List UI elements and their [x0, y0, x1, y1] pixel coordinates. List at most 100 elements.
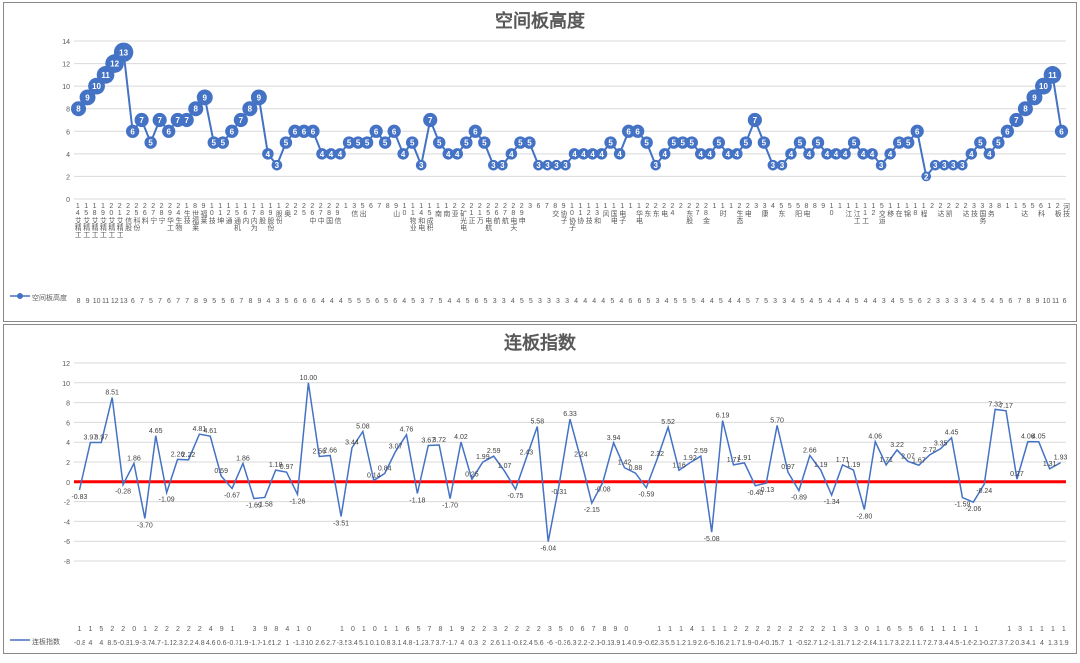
svg-text:14: 14 [62, 39, 70, 46]
svg-text:8: 8 [76, 105, 81, 114]
svg-text:5: 5 [717, 139, 722, 148]
svg-text:4.76: 4.76 [400, 427, 414, 434]
svg-text:4: 4 [834, 150, 839, 159]
top-chart-xlabels: 14艾精工15艾精工18艾精工19艾精工20艾精工21艾精工22信股25科份26… [74, 203, 1070, 293]
svg-text:6: 6 [293, 127, 298, 136]
svg-text:5: 5 [527, 139, 532, 148]
svg-text:0.88: 0.88 [629, 465, 643, 472]
top-chart-panel: 空间板高度 0246810121489101112136757677895567… [3, 2, 1077, 322]
svg-text:2: 2 [66, 174, 70, 181]
svg-text:2: 2 [924, 172, 929, 181]
svg-text:3.44: 3.44 [345, 440, 359, 447]
bottom-chart-plot: -8-6-4-2024681012-0.833.973.978.51-0.281… [4, 357, 1072, 597]
svg-text:5: 5 [644, 139, 649, 148]
svg-text:-6: -6 [64, 539, 70, 546]
svg-text:4: 4 [455, 150, 460, 159]
svg-text:6: 6 [915, 127, 920, 136]
svg-text:-8: -8 [64, 559, 70, 566]
bottom-chart-title: 连板指数 [4, 325, 1076, 357]
svg-text:3: 3 [419, 161, 424, 170]
svg-text:6: 6 [374, 127, 379, 136]
svg-text:11: 11 [101, 71, 110, 80]
svg-text:4: 4 [870, 150, 875, 159]
svg-text:4.02: 4.02 [454, 434, 468, 441]
svg-text:4: 4 [572, 150, 577, 159]
svg-text:-2.80: -2.80 [856, 514, 872, 521]
bottom-chart-panel: 连板指数 -8-6-4-2024681012-0.833.973.978.51-… [3, 324, 1077, 654]
svg-text:6: 6 [66, 129, 70, 136]
svg-text:6: 6 [311, 127, 316, 136]
svg-text:0.27: 0.27 [1010, 471, 1024, 478]
svg-text:4: 4 [66, 440, 70, 447]
svg-text:3: 3 [536, 161, 541, 170]
svg-text:10: 10 [1039, 82, 1048, 91]
svg-text:2.59: 2.59 [694, 448, 708, 455]
svg-text:1.86: 1.86 [236, 455, 250, 462]
svg-text:6: 6 [166, 127, 171, 136]
svg-text:4: 4 [807, 150, 812, 159]
top-series-row-label: 空间板高度 [10, 292, 67, 303]
svg-text:5: 5 [978, 139, 983, 148]
svg-text:3: 3 [275, 161, 280, 170]
svg-text:3: 3 [563, 161, 568, 170]
svg-text:1.16: 1.16 [672, 462, 686, 469]
svg-text:8: 8 [248, 105, 253, 114]
svg-text:1.19: 1.19 [814, 462, 828, 469]
svg-text:2.22: 2.22 [182, 452, 196, 459]
svg-text:5: 5 [996, 139, 1001, 148]
svg-text:7: 7 [1014, 116, 1019, 125]
svg-text:5: 5 [816, 139, 821, 148]
svg-text:4: 4 [338, 150, 343, 159]
svg-text:0.84: 0.84 [378, 465, 392, 472]
svg-text:1.31: 1.31 [1043, 461, 1057, 468]
svg-text:5: 5 [762, 139, 767, 148]
svg-text:4: 4 [617, 150, 622, 159]
svg-text:8: 8 [66, 401, 70, 408]
svg-text:2.72: 2.72 [923, 447, 937, 454]
svg-text:8.51: 8.51 [105, 390, 119, 397]
svg-text:4: 4 [509, 150, 514, 159]
svg-text:5: 5 [347, 139, 352, 148]
svg-text:10: 10 [62, 381, 70, 388]
svg-text:3.35: 3.35 [934, 441, 948, 448]
svg-text:4: 4 [699, 150, 704, 159]
svg-text:3: 3 [545, 161, 550, 170]
svg-text:2: 2 [66, 460, 70, 467]
svg-text:12: 12 [110, 60, 119, 69]
svg-text:6: 6 [1005, 127, 1010, 136]
svg-text:4: 4 [446, 150, 451, 159]
svg-text:9: 9 [257, 93, 262, 102]
svg-text:-0.75: -0.75 [508, 493, 524, 500]
svg-text:5: 5 [284, 139, 289, 148]
svg-text:6: 6 [66, 420, 70, 427]
svg-text:2.24: 2.24 [574, 452, 588, 459]
svg-text:4: 4 [590, 150, 595, 159]
svg-text:5: 5 [437, 139, 442, 148]
svg-text:5: 5 [356, 139, 361, 148]
svg-text:3: 3 [942, 161, 947, 170]
svg-text:5.08: 5.08 [356, 424, 370, 431]
svg-text:8: 8 [194, 105, 199, 114]
svg-text:4: 4 [735, 150, 740, 159]
svg-text:1.71: 1.71 [879, 457, 893, 464]
svg-text:4: 4 [66, 152, 70, 159]
svg-text:5.58: 5.58 [530, 419, 544, 426]
svg-text:7: 7 [157, 116, 162, 125]
svg-text:6: 6 [473, 127, 478, 136]
svg-text:4: 4 [861, 150, 866, 159]
svg-text:7: 7 [753, 116, 758, 125]
svg-text:5: 5 [212, 139, 217, 148]
svg-text:0: 0 [66, 480, 70, 487]
svg-text:3: 3 [771, 161, 776, 170]
svg-text:5: 5 [906, 139, 911, 148]
svg-text:4: 4 [888, 150, 893, 159]
svg-text:12: 12 [62, 62, 70, 69]
svg-text:-0.08: -0.08 [595, 487, 611, 494]
svg-text:9: 9 [203, 93, 208, 102]
svg-text:4.05: 4.05 [1032, 434, 1046, 441]
svg-text:5: 5 [518, 139, 523, 148]
bottom-chart-value-row: -0.8448.5-0.31.9-3.74.7-1.12.32.24.84.60… [74, 640, 1070, 647]
svg-text:9: 9 [1032, 93, 1037, 102]
svg-text:3: 3 [554, 161, 559, 170]
svg-text:4: 4 [843, 150, 848, 159]
